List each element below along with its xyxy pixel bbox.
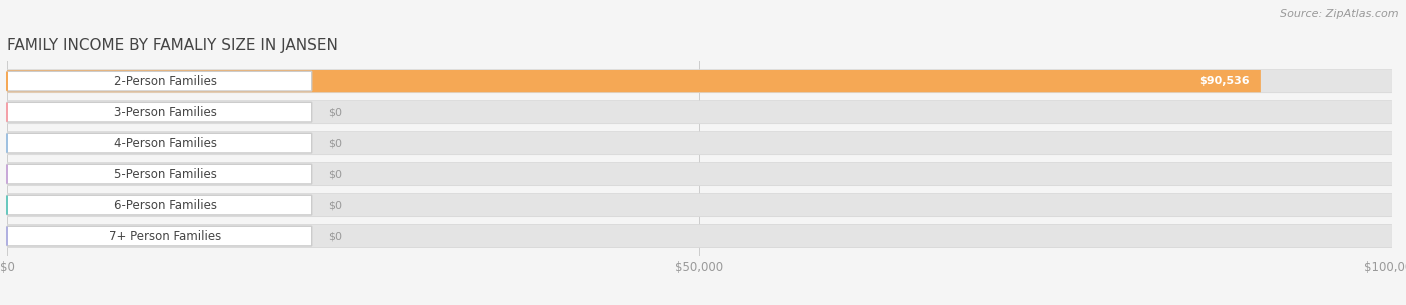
Text: $0: $0 (329, 138, 342, 148)
FancyBboxPatch shape (7, 224, 1392, 248)
FancyBboxPatch shape (7, 163, 1392, 185)
Text: 2-Person Families: 2-Person Families (114, 75, 217, 88)
FancyBboxPatch shape (7, 132, 1392, 154)
Text: 4-Person Families: 4-Person Families (114, 137, 217, 150)
FancyBboxPatch shape (7, 100, 1392, 124)
FancyBboxPatch shape (7, 71, 312, 91)
FancyBboxPatch shape (7, 225, 1392, 247)
Text: Source: ZipAtlas.com: Source: ZipAtlas.com (1281, 9, 1399, 19)
FancyBboxPatch shape (7, 194, 1392, 216)
FancyBboxPatch shape (7, 102, 312, 122)
Text: 3-Person Families: 3-Person Families (114, 106, 217, 119)
FancyBboxPatch shape (7, 195, 312, 215)
Text: FAMILY INCOME BY FAMALIY SIZE IN JANSEN: FAMILY INCOME BY FAMALIY SIZE IN JANSEN (7, 38, 337, 53)
Text: 6-Person Families: 6-Person Families (114, 199, 217, 212)
FancyBboxPatch shape (7, 162, 1392, 186)
FancyBboxPatch shape (7, 70, 1392, 92)
Text: 5-Person Families: 5-Person Families (114, 167, 217, 181)
Text: $90,536: $90,536 (1199, 76, 1250, 86)
FancyBboxPatch shape (7, 70, 1261, 92)
FancyBboxPatch shape (7, 193, 1392, 217)
Text: $0: $0 (329, 107, 342, 117)
FancyBboxPatch shape (7, 226, 312, 246)
FancyBboxPatch shape (7, 164, 312, 184)
FancyBboxPatch shape (7, 101, 1392, 123)
Text: $0: $0 (329, 231, 342, 241)
Text: 7+ Person Families: 7+ Person Families (110, 230, 222, 242)
FancyBboxPatch shape (7, 131, 1392, 155)
Text: $0: $0 (329, 169, 342, 179)
FancyBboxPatch shape (7, 69, 1392, 93)
FancyBboxPatch shape (7, 133, 312, 153)
Text: $0: $0 (329, 200, 342, 210)
